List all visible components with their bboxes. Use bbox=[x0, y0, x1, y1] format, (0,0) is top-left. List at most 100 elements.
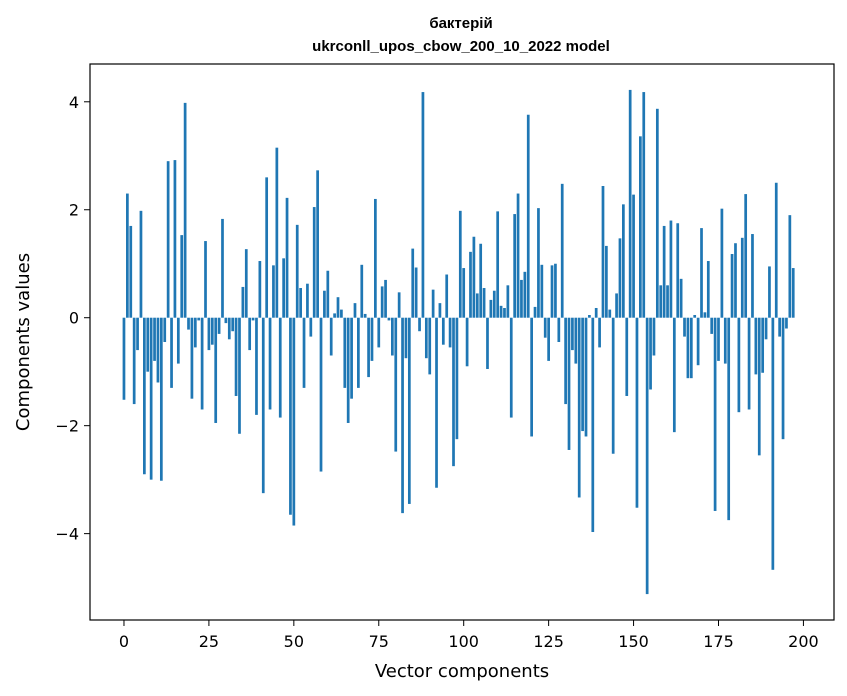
bar-90 bbox=[428, 317, 432, 375]
bar-147 bbox=[622, 204, 625, 318]
bar-172 bbox=[706, 261, 710, 318]
bar-133 bbox=[574, 317, 578, 364]
bar-167 bbox=[689, 317, 693, 379]
bar-189 bbox=[764, 317, 768, 340]
bar-53 bbox=[302, 317, 306, 388]
bar-168 bbox=[693, 315, 697, 318]
bar-125 bbox=[547, 317, 550, 361]
bar-79 bbox=[391, 317, 394, 356]
bar-192 bbox=[774, 182, 778, 318]
bar-170 bbox=[700, 228, 703, 318]
x-tick-label: 75 bbox=[369, 632, 389, 651]
bar-3 bbox=[132, 317, 136, 405]
bar-109 bbox=[492, 290, 496, 318]
bar-150 bbox=[632, 194, 635, 318]
bar-62 bbox=[333, 313, 336, 318]
bar-5 bbox=[139, 210, 143, 318]
bar-25 bbox=[207, 317, 211, 351]
x-tick-label: 25 bbox=[199, 632, 219, 651]
bar-127 bbox=[554, 263, 557, 318]
y-tick-label: 4 bbox=[69, 93, 79, 112]
bar-141 bbox=[601, 186, 605, 318]
x-axis-label: Vector components bbox=[375, 661, 549, 682]
bar-4 bbox=[136, 317, 139, 351]
x-tick-label: 100 bbox=[448, 632, 479, 651]
bar-65 bbox=[343, 317, 347, 388]
bar-152 bbox=[639, 136, 642, 318]
y-tick-label: 0 bbox=[69, 309, 79, 328]
bar-26 bbox=[210, 317, 214, 345]
bar-38 bbox=[251, 317, 255, 321]
bar-165 bbox=[683, 317, 686, 337]
bar-48 bbox=[285, 197, 289, 318]
bar-149 bbox=[628, 89, 632, 318]
x-tick-label: 200 bbox=[788, 632, 819, 651]
bar-83 bbox=[404, 317, 408, 359]
bar-51 bbox=[295, 224, 299, 318]
bar-70 bbox=[360, 264, 364, 318]
bar-155 bbox=[649, 317, 652, 390]
bar-57 bbox=[316, 170, 319, 318]
bar-124 bbox=[543, 317, 547, 338]
bar-193 bbox=[778, 317, 781, 337]
bar-195 bbox=[785, 317, 788, 329]
bar-84 bbox=[407, 317, 411, 504]
bar-89 bbox=[424, 317, 428, 359]
bar-60 bbox=[326, 270, 330, 318]
bar-15 bbox=[173, 160, 177, 318]
bar-188 bbox=[761, 317, 765, 373]
bar-45 bbox=[275, 147, 279, 318]
bar-157 bbox=[655, 108, 659, 318]
bar-112 bbox=[503, 307, 506, 318]
bar-186 bbox=[754, 317, 758, 375]
bar-105 bbox=[479, 243, 483, 318]
bar-97 bbox=[452, 317, 455, 467]
bar-1 bbox=[126, 193, 129, 318]
bar-33 bbox=[234, 317, 238, 396]
bars-group bbox=[122, 89, 795, 595]
bar-100 bbox=[462, 268, 466, 318]
bar-28 bbox=[217, 317, 221, 334]
bar-9 bbox=[153, 317, 156, 361]
bar-41 bbox=[261, 317, 265, 494]
bar-134 bbox=[577, 317, 581, 498]
bar-115 bbox=[513, 214, 517, 318]
bar-58 bbox=[319, 317, 323, 472]
bar-156 bbox=[652, 317, 656, 356]
bar-143 bbox=[608, 309, 612, 318]
bar-59 bbox=[323, 290, 326, 318]
bar-92 bbox=[435, 317, 438, 488]
bar-93 bbox=[438, 303, 442, 318]
bar-194 bbox=[781, 317, 785, 440]
bar-135 bbox=[581, 317, 584, 432]
bar-117 bbox=[520, 279, 523, 318]
bar-121 bbox=[533, 306, 537, 318]
bar-144 bbox=[611, 317, 615, 454]
bar-103 bbox=[472, 236, 476, 318]
bar-68 bbox=[353, 303, 357, 318]
bar-55 bbox=[309, 317, 313, 337]
bar-104 bbox=[475, 293, 479, 318]
bar-17 bbox=[180, 235, 184, 318]
bar-111 bbox=[499, 305, 503, 318]
bar-37 bbox=[248, 317, 252, 351]
bar-154 bbox=[645, 317, 649, 595]
bar-176 bbox=[720, 208, 724, 318]
bar-181 bbox=[737, 317, 741, 413]
bar-101 bbox=[465, 317, 469, 367]
bar-129 bbox=[560, 183, 564, 318]
bar-145 bbox=[615, 293, 618, 318]
bar-16 bbox=[176, 317, 180, 364]
bar-163 bbox=[676, 223, 680, 318]
bar-81 bbox=[397, 292, 401, 318]
bar-130 bbox=[564, 317, 567, 405]
bar-118 bbox=[523, 271, 527, 318]
bar-71 bbox=[363, 313, 367, 318]
bar-50 bbox=[292, 317, 296, 526]
bar-14 bbox=[170, 317, 173, 388]
bar-114 bbox=[509, 317, 513, 418]
bar-187 bbox=[757, 317, 761, 456]
bar-173 bbox=[710, 317, 714, 334]
bar-61 bbox=[329, 317, 333, 356]
